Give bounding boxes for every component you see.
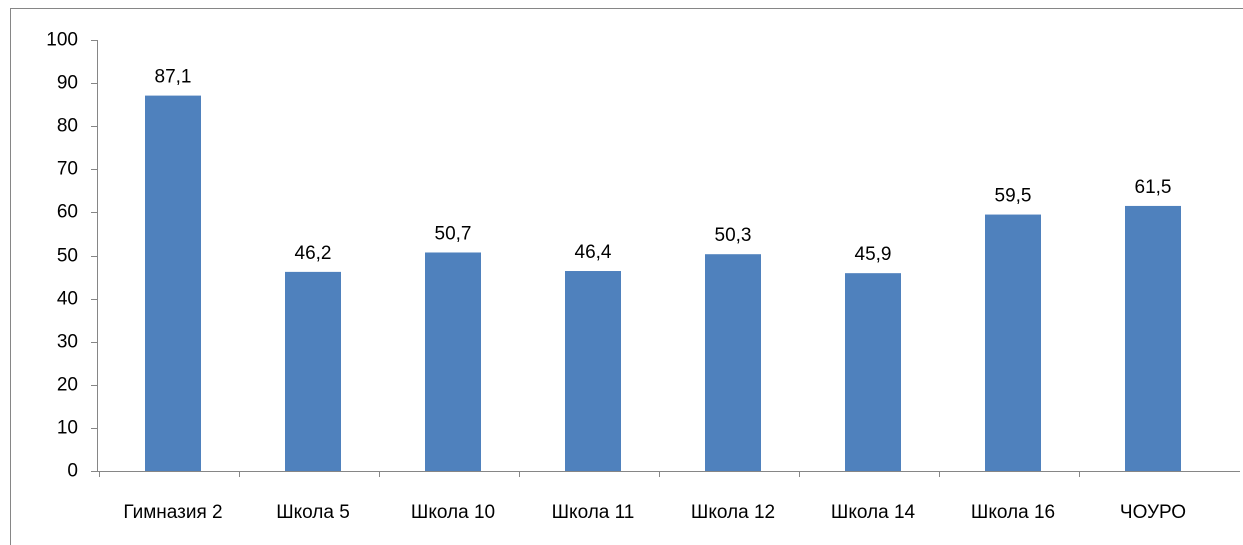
data-label: 46,2 xyxy=(295,243,332,264)
data-label: 61,5 xyxy=(1135,177,1172,198)
bar xyxy=(985,214,1041,471)
x-tick-label: Школа 16 xyxy=(971,502,1055,523)
x-tick-label: Гимназия 2 xyxy=(123,502,222,523)
data-label: 45,9 xyxy=(855,244,892,265)
bar xyxy=(425,252,481,471)
y-tick-label: 0 xyxy=(67,461,78,482)
x-tick-label: ЧОУРО xyxy=(1120,502,1186,523)
bar xyxy=(1125,205,1181,471)
y-tick-label: 80 xyxy=(57,116,78,137)
y-tick-label: 70 xyxy=(57,159,78,180)
y-tick-label: 90 xyxy=(57,73,78,94)
data-label: 46,4 xyxy=(575,242,612,263)
data-label: 87,1 xyxy=(155,67,192,88)
bar xyxy=(845,273,901,471)
bar xyxy=(565,271,621,471)
y-tick-label: 30 xyxy=(57,332,78,353)
bar xyxy=(145,95,201,471)
chart-frame xyxy=(10,8,1243,545)
x-tick-label: Школа 12 xyxy=(691,502,775,523)
bar xyxy=(705,254,761,471)
x-tick-label: Школа 10 xyxy=(411,502,495,523)
y-tick-label: 100 xyxy=(46,30,78,51)
x-tick-label: Школа 14 xyxy=(831,502,916,523)
y-tick-label: 10 xyxy=(57,418,78,439)
bar xyxy=(285,271,341,471)
y-tick-label: 40 xyxy=(57,289,78,310)
x-tick-label: Школа 5 xyxy=(276,502,350,523)
data-label: 59,5 xyxy=(995,186,1032,207)
y-tick-label: 50 xyxy=(57,246,78,267)
x-tick-label: Школа 11 xyxy=(552,502,635,523)
data-label: 50,3 xyxy=(715,225,752,246)
y-tick-label: 60 xyxy=(57,202,78,223)
data-label: 50,7 xyxy=(435,223,472,244)
y-tick-label: 20 xyxy=(57,375,78,396)
